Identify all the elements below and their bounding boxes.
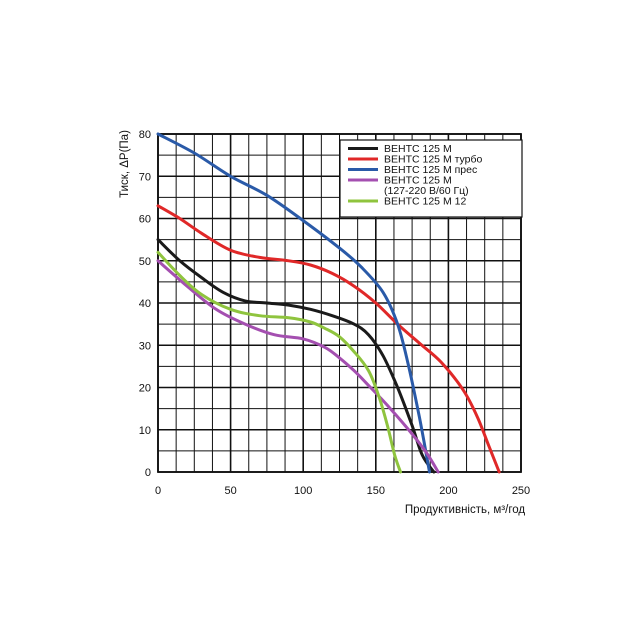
x-tick-label: 250	[512, 485, 530, 497]
series-line-3	[156, 132, 431, 474]
legend-label-2: ВЕНТС 125 М турбо	[384, 154, 483, 166]
y-tick-label: 50	[139, 256, 151, 268]
y-tick-label: 30	[139, 340, 151, 352]
series-line-4	[156, 259, 440, 474]
legend-label-3: ВЕНТС 125 М прес	[384, 164, 477, 176]
y-tick-label: 60	[139, 214, 151, 226]
series-layer	[156, 132, 501, 474]
legend-label-4: (127-220 В/60 Гц)	[384, 185, 469, 197]
legend-label-1: ВЕНТС 125 М	[384, 143, 452, 155]
plot-frame	[157, 133, 522, 473]
series-line-2	[156, 204, 501, 474]
y-tick-label: 80	[139, 129, 151, 141]
series-line-5	[156, 250, 402, 474]
legend-label-5: ВЕНТС 125 М 12	[384, 196, 466, 208]
y-tick-label: 70	[139, 171, 151, 183]
legend-label-4: ВЕНТС 125 М	[384, 175, 452, 187]
x-tick-label: 100	[294, 485, 312, 497]
x-tick-label: 200	[439, 485, 457, 497]
y-tick-label: 40	[139, 298, 151, 310]
x-tick-label: 50	[224, 485, 236, 497]
axes: 0 50 100 150 200 250 0 10 20 30 40 50 60 70 80	[139, 129, 530, 497]
y-axis-label: Тиск, ΔP(Па)	[119, 130, 131, 198]
y-tick-label: 20	[139, 383, 151, 395]
x-tick-label: 0	[155, 485, 161, 497]
x-tick-label: 150	[367, 485, 385, 497]
series-line-1	[156, 238, 436, 474]
y-tick-label: 0	[145, 467, 151, 479]
y-tick-label: 10	[139, 425, 151, 437]
x-axis-label: Продуктивність, м³/год	[405, 504, 526, 516]
